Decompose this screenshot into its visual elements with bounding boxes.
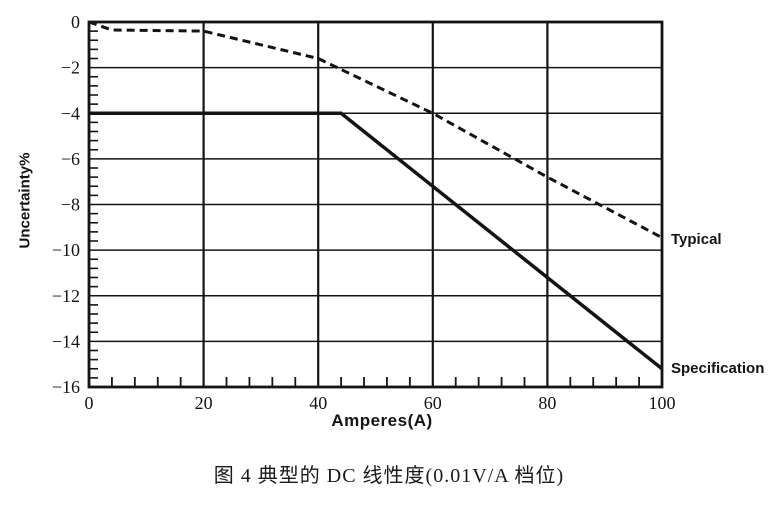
specification-series-label: Specification [671, 360, 765, 377]
y-tick-label: −16 [52, 377, 80, 397]
y-tick-label: 0 [71, 12, 80, 32]
series-typical-line [88, 20, 663, 239]
typical-series-label: Typical [671, 231, 722, 248]
chart-canvas: 0−2−4−6−8−10−12−14−160 20 40 60 80 100 [52, 12, 676, 413]
y-tick-label: −10 [52, 240, 80, 260]
x-tick-label: 60 [424, 393, 442, 413]
series-specification-line [89, 111, 664, 371]
figure-caption: 图 4 典型的 DC 线性度(0.01V/A 档位) [213, 465, 565, 487]
x-tick-label: 40 [309, 393, 327, 413]
plot-border [87, 20, 664, 389]
y-tick-label: −14 [52, 331, 80, 351]
y-tick-label: −6 [61, 149, 80, 169]
y-tick-label: −8 [61, 195, 80, 215]
x-tick-label: 100 [649, 393, 676, 413]
y-axis-label: Uncertainty% [16, 152, 34, 249]
y-tick-label: −4 [61, 103, 80, 123]
x-tick-label: 20 [195, 393, 213, 413]
y-tick-label: −12 [52, 286, 80, 306]
x-tick-label: 80 [538, 393, 556, 413]
axis-tick-labels: 0−2−4−6−8−10−12−14−160 20 40 60 80 100 [52, 12, 676, 413]
dc-linearity-chart: 0 −2 −4 −6 −8 −10 −12 −14 −16 0 20 40 60 80 100 Uncert… [16, 12, 765, 430]
x-axis-label: Amperes(A) [331, 411, 433, 430]
x-tick-label: 0 [85, 393, 94, 413]
y-tick-label: −2 [61, 58, 80, 78]
